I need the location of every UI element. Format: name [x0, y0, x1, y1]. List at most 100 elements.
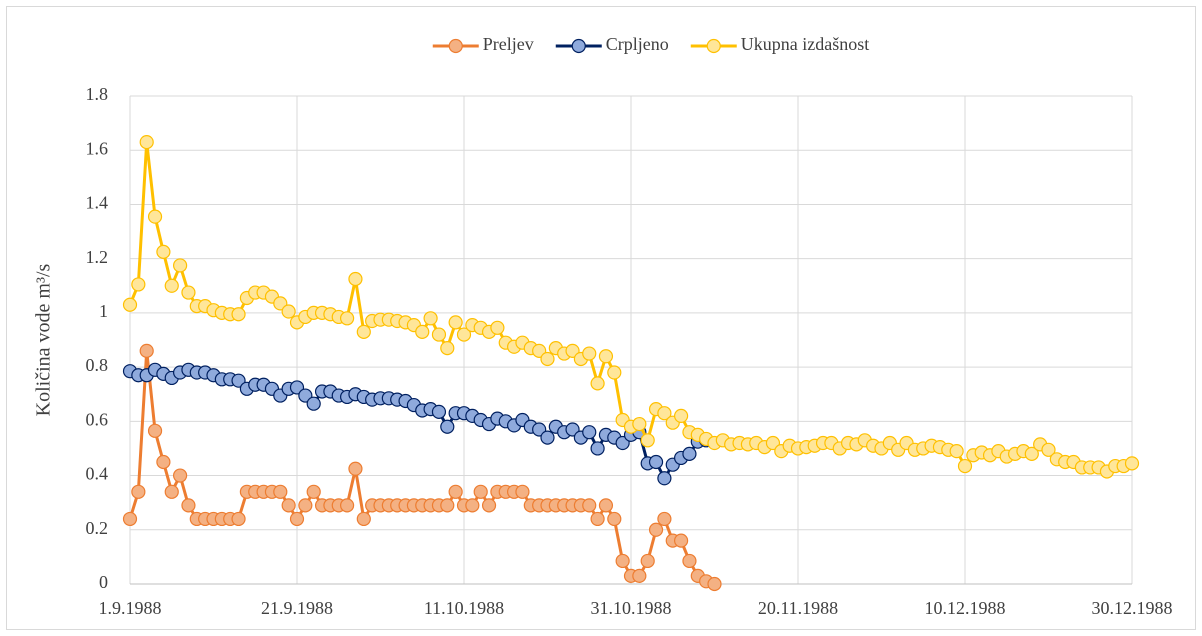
data-point [673, 533, 689, 548]
data-point [164, 484, 179, 499]
y-tick-label: 0.4 [86, 464, 109, 484]
x-tick-label: 21.9.1988 [261, 598, 333, 618]
data-point [415, 324, 430, 339]
data-point [473, 484, 488, 499]
data-point [289, 511, 305, 527]
data-point [281, 304, 296, 319]
data-point [648, 454, 664, 470]
data-point [440, 341, 455, 356]
data-point [582, 346, 597, 361]
data-point [156, 244, 171, 259]
y-tick-label: 1.2 [86, 247, 109, 267]
legend-marker [571, 38, 586, 54]
data-point [632, 416, 647, 432]
data-point [231, 511, 246, 527]
data-point [348, 461, 363, 476]
data-point [957, 458, 973, 474]
data-point [348, 271, 363, 287]
data-point [431, 404, 447, 419]
x-tick-label: 30.12.1988 [1092, 598, 1173, 618]
data-point [456, 327, 472, 342]
chart-border [6, 6, 1196, 630]
y-axis-label: Količina vode m³/s [33, 263, 55, 416]
data-point [657, 471, 672, 486]
data-point [139, 134, 154, 150]
x-tick-label: 10.12.1988 [925, 598, 1006, 618]
data-point [181, 498, 196, 513]
data-point [147, 209, 163, 224]
data-point [139, 343, 154, 358]
legend-label: Ukupna izdašnost [741, 34, 869, 54]
data-point [682, 446, 697, 461]
y-tick-label: 1.6 [86, 138, 109, 158]
x-tick-label: 20.11.1988 [758, 598, 838, 618]
data-point [582, 425, 597, 440]
data-point [164, 278, 179, 293]
data-point [440, 498, 455, 513]
data-point [481, 498, 497, 513]
data-point [657, 406, 672, 421]
data-point [590, 511, 605, 527]
data-point [356, 324, 371, 339]
data-point [423, 311, 438, 326]
data-point [615, 553, 630, 569]
data-point [540, 430, 555, 445]
x-tick-label: 1.9.1988 [99, 598, 162, 618]
data-point [590, 376, 605, 391]
data-point [173, 468, 188, 483]
data-point [131, 484, 146, 499]
data-point [173, 258, 188, 273]
data-point [640, 433, 655, 448]
data-point [340, 498, 355, 513]
data-point [465, 498, 480, 513]
data-point [298, 498, 313, 513]
x-tick-label: 31.10.1988 [591, 598, 672, 618]
data-point [707, 576, 722, 592]
data-point [490, 320, 505, 335]
legend: Preljev Crpljeno Ukupna izdašnost [432, 34, 869, 54]
data-point [682, 553, 697, 569]
data-point [306, 484, 321, 499]
data-point [281, 498, 296, 513]
y-tick-label: 0.6 [86, 409, 109, 429]
y-tick-label: 0.8 [86, 355, 109, 375]
y-tick-label: 0.2 [86, 518, 109, 538]
data-point [632, 568, 647, 583]
y-tick-label: 1.4 [86, 193, 109, 213]
data-point [582, 498, 597, 513]
data-point [156, 454, 171, 470]
data-point [1124, 456, 1140, 471]
data-point [273, 484, 288, 499]
data-point [598, 349, 614, 364]
data-point [540, 351, 555, 367]
x-tick-label: 11.10.1988 [424, 598, 504, 618]
data-point [640, 553, 655, 569]
data-point [515, 484, 530, 499]
data-point [598, 498, 614, 513]
legend-marker [448, 38, 463, 54]
data-point [122, 511, 138, 527]
data-point [181, 285, 196, 300]
y-tick-label: 0 [99, 572, 108, 592]
legend-marker [706, 38, 721, 54]
data-point [306, 396, 321, 411]
data-point [657, 511, 672, 527]
data-point [356, 511, 371, 527]
data-point [590, 441, 605, 456]
data-point [147, 423, 163, 438]
data-point [131, 277, 146, 292]
data-point [648, 522, 664, 537]
data-point [1024, 446, 1039, 461]
data-point [431, 327, 447, 342]
data-point [673, 408, 689, 424]
data-point [231, 307, 246, 322]
data-point [1041, 442, 1056, 457]
data-point [340, 311, 355, 326]
data-point [949, 444, 964, 459]
data-point [448, 315, 463, 330]
data-point [607, 511, 622, 527]
data-point [122, 297, 138, 312]
legend-label: Crpljeno [606, 34, 669, 54]
data-point [440, 419, 455, 434]
